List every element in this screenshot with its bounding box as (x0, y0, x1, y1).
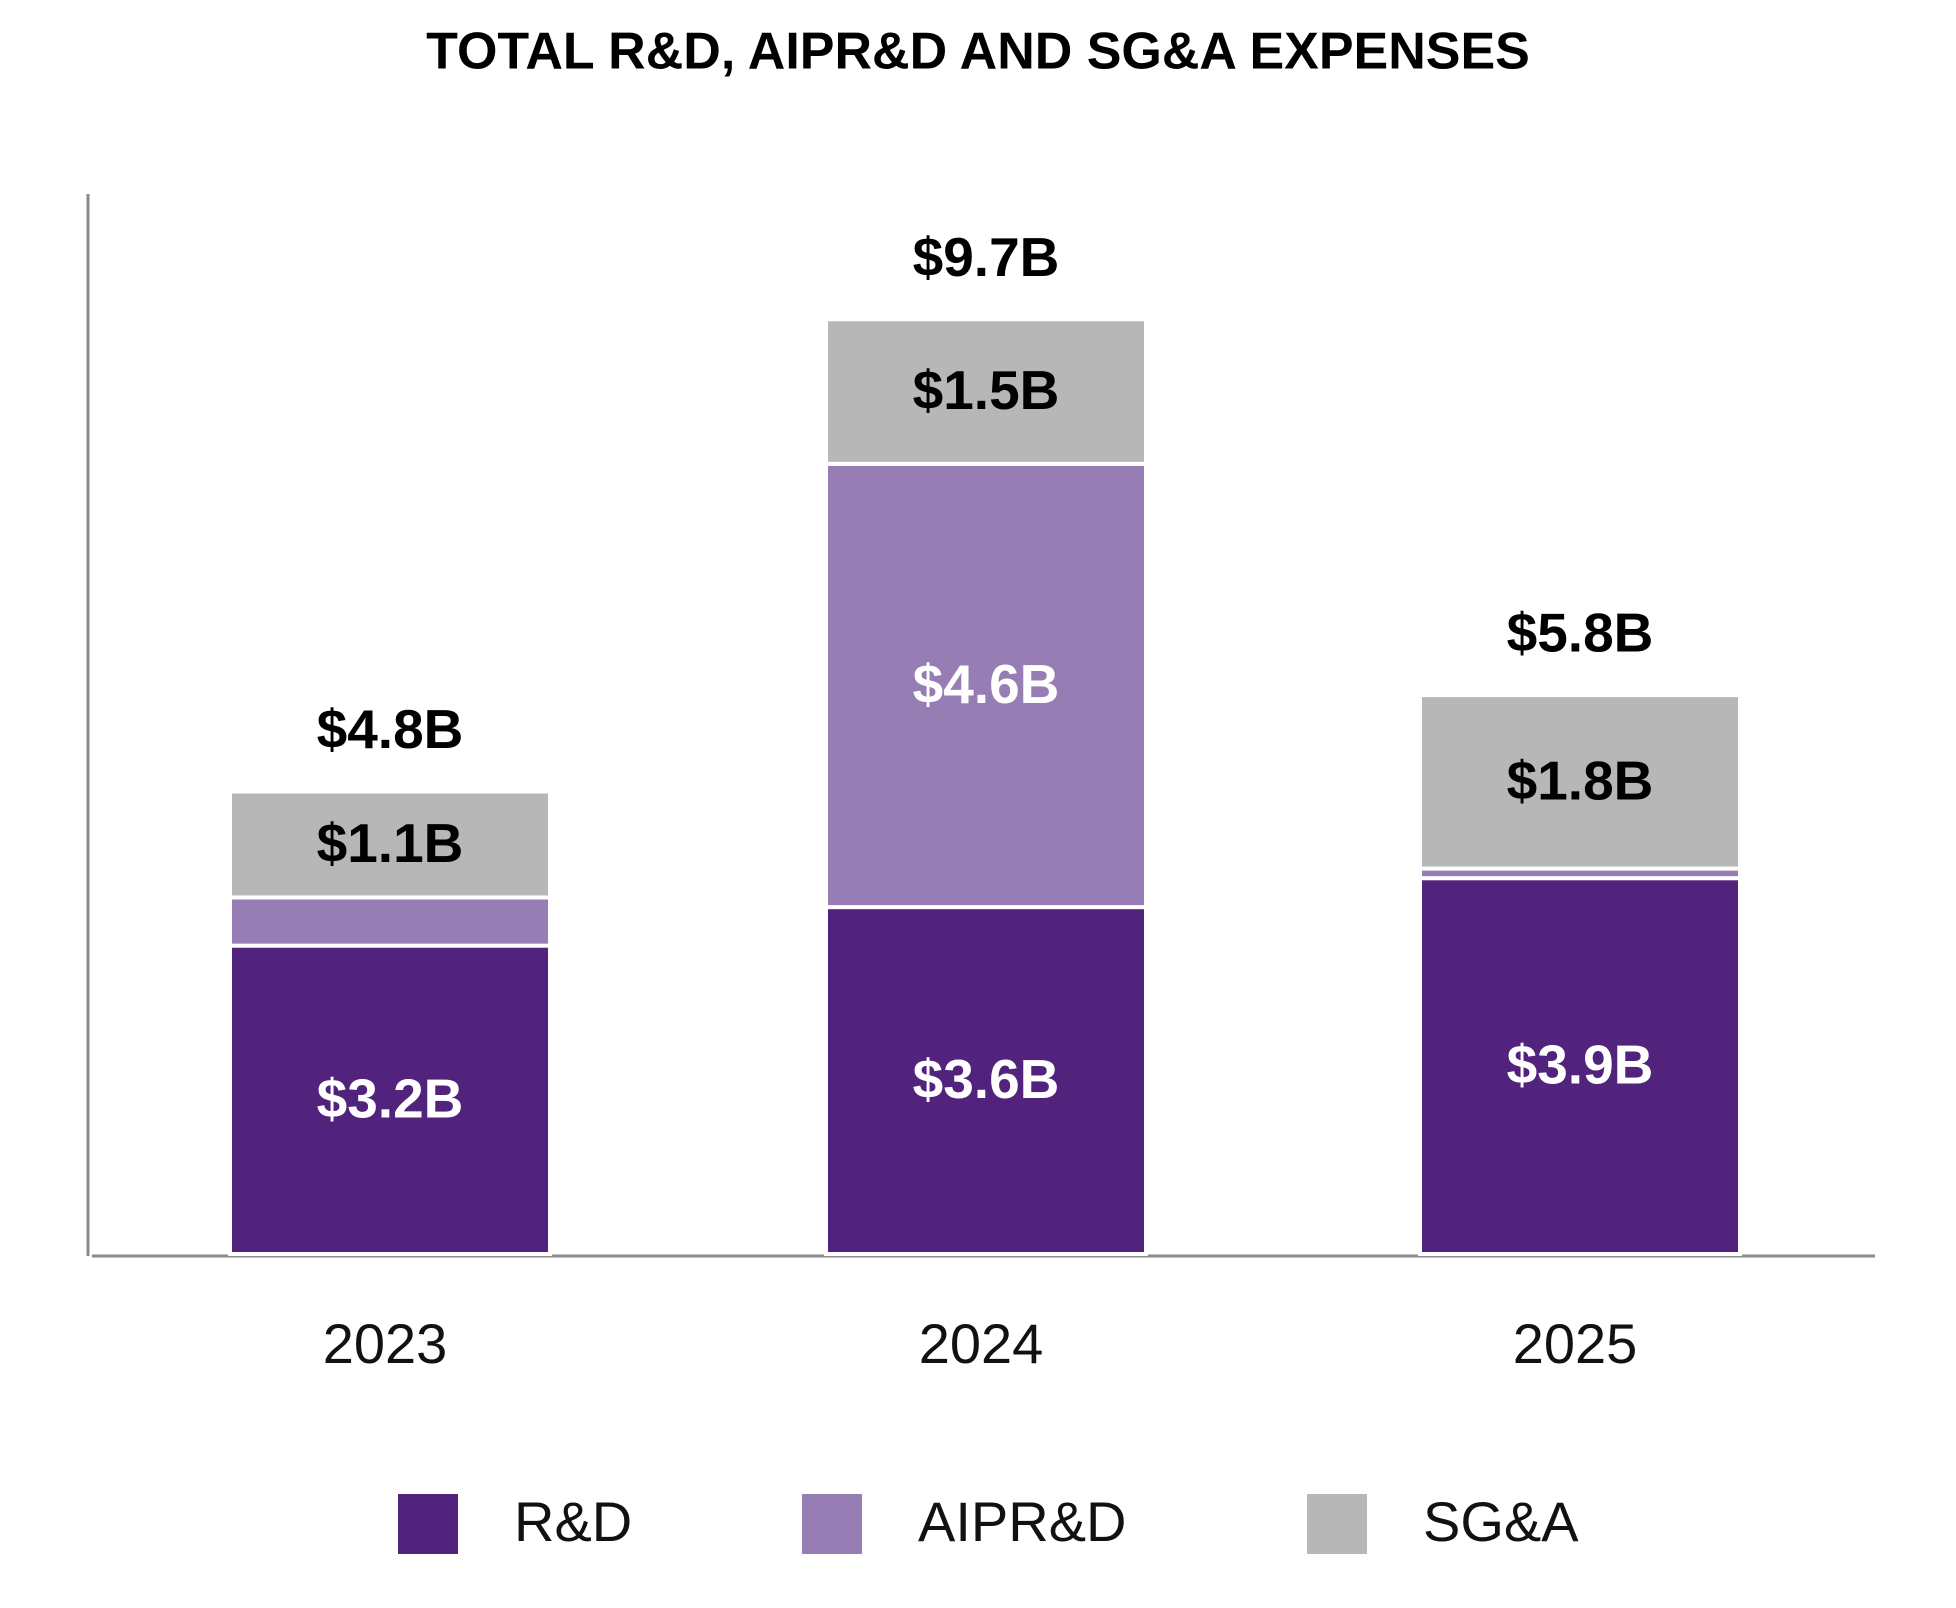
chart-title: TOTAL R&D, AIPR&D AND SG&A EXPENSES (426, 23, 1530, 81)
legend-label: R&D (514, 1490, 632, 1553)
data-label: $1.5B (913, 359, 1060, 421)
legend-swatch (1307, 1494, 1367, 1554)
total-label: $4.8B (317, 698, 464, 760)
data-label: $3.6B (913, 1048, 1060, 1110)
bar-segment (228, 895, 552, 948)
bar-segment (1418, 876, 1742, 1256)
data-label: $3.2B (317, 1067, 464, 1129)
x-tick-label: 2025 (1513, 1312, 1638, 1375)
total-label: $5.8B (1507, 602, 1654, 664)
bar-segment (228, 943, 552, 1256)
bar-segment (824, 317, 1148, 466)
bar-segment (228, 789, 552, 900)
x-tick-label: 2024 (919, 1312, 1044, 1375)
legend-swatch (802, 1494, 862, 1554)
legend-label: SG&A (1423, 1490, 1579, 1553)
data-label: $4.6B (913, 653, 1060, 715)
legend-swatch (398, 1494, 458, 1554)
bar-segment (824, 905, 1148, 1256)
data-label: $1.1B (317, 812, 464, 874)
data-label: $3.9B (1507, 1034, 1654, 1096)
bar-segment (824, 461, 1148, 910)
bar-segment (1418, 693, 1742, 871)
data-label: $1.8B (1507, 749, 1654, 811)
x-tick-label: 2023 (323, 1312, 448, 1375)
legend-label: AIPR&D (918, 1490, 1127, 1553)
total-label: $9.7B (913, 226, 1060, 288)
